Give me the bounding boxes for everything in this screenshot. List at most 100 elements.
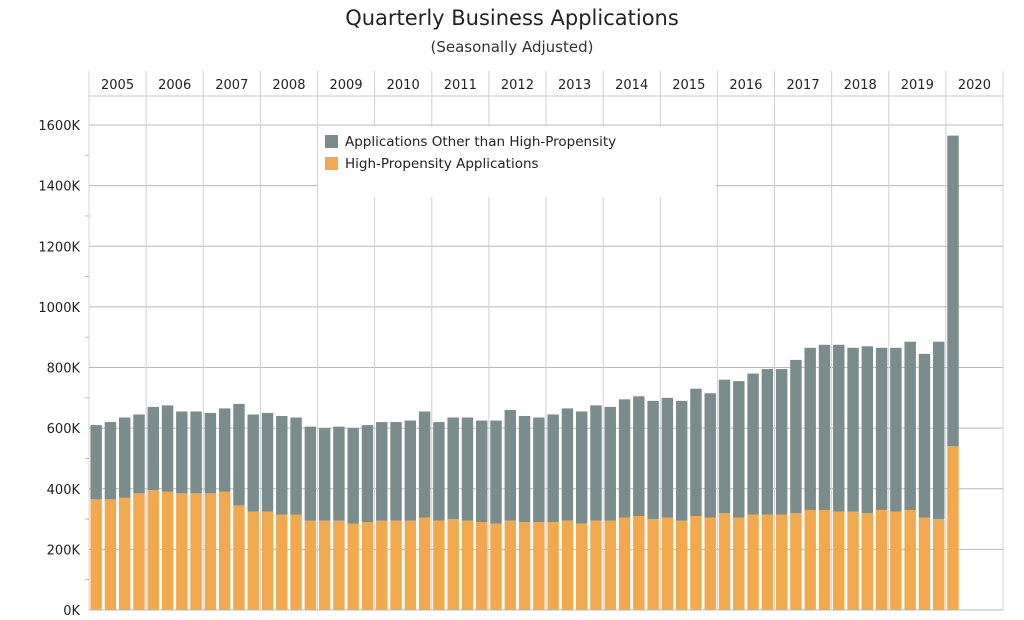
bar-other-applications	[818, 344, 831, 510]
bar-high-propensity	[933, 519, 945, 610]
y-tick-label: 1600K	[38, 119, 80, 134]
chart-subtitle: (Seasonally Adjusted)	[430, 38, 594, 56]
year-label: 2006	[158, 78, 191, 93]
bar-other-applications	[176, 411, 188, 494]
year-label: 2015	[672, 78, 705, 93]
y-tick-label: 200K	[47, 543, 81, 558]
bar-other-applications	[647, 400, 659, 520]
bar-other-applications	[147, 406, 159, 491]
bar-other-applications	[261, 412, 274, 512]
bar-other-applications	[447, 417, 459, 520]
bar-high-propensity	[947, 446, 959, 610]
bar-high-propensity	[533, 522, 545, 610]
bar-high-propensity	[704, 517, 716, 610]
bar-other-applications	[104, 422, 117, 500]
bar-other-applications	[504, 409, 517, 521]
year-label: 2008	[272, 78, 305, 93]
bar-other-applications	[318, 428, 331, 521]
bar-high-propensity	[575, 523, 588, 610]
year-label: 2017	[787, 78, 820, 93]
chart-title: Quarterly Business Applications	[345, 6, 679, 30]
bar-other-applications	[390, 422, 402, 521]
bar-high-propensity	[818, 509, 831, 610]
bar-high-propensity	[861, 513, 874, 610]
bar-high-propensity	[361, 522, 374, 610]
bar-other-applications	[476, 420, 488, 523]
bar-other-applications	[133, 414, 145, 494]
bar-high-propensity	[433, 520, 445, 610]
year-label: 2009	[330, 78, 363, 93]
bar-other-applications	[933, 341, 945, 520]
bar-high-propensity	[261, 511, 274, 610]
bar-high-propensity	[675, 520, 688, 610]
bar-high-propensity	[775, 514, 788, 610]
y-tick-label: 1200K	[38, 240, 80, 255]
legend-swatch-other	[325, 135, 338, 148]
bar-high-propensity	[376, 520, 388, 610]
bar-other-applications	[875, 347, 888, 510]
bar-high-propensity	[447, 519, 459, 610]
y-tick-label: 0K	[63, 604, 80, 619]
bar-high-propensity	[747, 514, 759, 610]
y-tick-label: 1400K	[38, 180, 80, 195]
bar-other-applications	[733, 381, 745, 518]
year-label: 2018	[844, 78, 877, 93]
bar-other-applications	[247, 414, 259, 512]
year-label: 2011	[444, 78, 477, 93]
bar-other-applications	[404, 420, 417, 521]
bar-other-applications	[461, 417, 474, 521]
bar-high-propensity	[404, 520, 417, 610]
bar-other-applications	[361, 425, 374, 523]
bar-high-propensity	[790, 513, 802, 610]
bar-high-propensity	[647, 519, 659, 610]
bar-high-propensity	[218, 491, 231, 610]
bar-other-applications	[718, 379, 731, 513]
legend: Applications Other than High-Propensity …	[318, 127, 716, 197]
bar-other-applications	[590, 405, 602, 521]
bar-high-propensity	[847, 511, 859, 610]
year-label: 2012	[501, 78, 534, 93]
bar-high-propensity	[461, 520, 474, 610]
bar-other-applications	[533, 417, 545, 523]
bar-high-propensity	[247, 511, 259, 610]
bar-high-propensity	[833, 511, 845, 610]
year-label: 2020	[958, 78, 991, 93]
y-tick-label: 400K	[47, 483, 81, 498]
bar-high-propensity	[290, 514, 302, 610]
bar-other-applications	[490, 420, 502, 524]
y-tick-label: 600K	[47, 422, 81, 437]
bar-other-applications	[604, 406, 616, 521]
bar-high-propensity	[804, 509, 816, 610]
bar-high-propensity	[347, 523, 359, 610]
bar-other-applications	[633, 396, 645, 517]
bar-high-propensity	[190, 493, 202, 610]
bar-high-propensity	[161, 491, 174, 610]
bar-high-propensity	[418, 517, 431, 610]
legend-label-other: Applications Other than High-Propensity	[345, 134, 616, 150]
year-label: 2007	[215, 78, 248, 93]
bar-high-propensity	[233, 505, 245, 610]
year-label: 2019	[901, 78, 934, 93]
bar-high-propensity	[204, 493, 217, 610]
year-label: 2010	[387, 78, 420, 93]
y-tick-label: 800K	[47, 362, 81, 377]
bar-high-propensity	[733, 517, 745, 610]
bar-other-applications	[518, 416, 531, 523]
bar-other-applications	[561, 408, 574, 521]
bar-other-applications	[418, 411, 431, 518]
bar-other-applications	[204, 412, 217, 494]
y-tick-label: 1000K	[38, 301, 80, 316]
bar-other-applications	[333, 426, 345, 521]
bar-high-propensity	[490, 523, 502, 610]
legend-swatch-high-propensity	[325, 157, 338, 170]
bar-high-propensity	[333, 520, 345, 610]
bar-other-applications	[547, 414, 559, 523]
bar-high-propensity	[147, 490, 159, 610]
bar-other-applications	[704, 393, 716, 518]
legend-label-high-propensity: High-Propensity Applications	[345, 156, 539, 172]
bar-other-applications	[290, 417, 302, 515]
bar-high-propensity	[176, 493, 188, 610]
bar-high-propensity	[304, 520, 317, 610]
bar-high-propensity	[904, 509, 916, 610]
bar-other-applications	[790, 359, 802, 513]
